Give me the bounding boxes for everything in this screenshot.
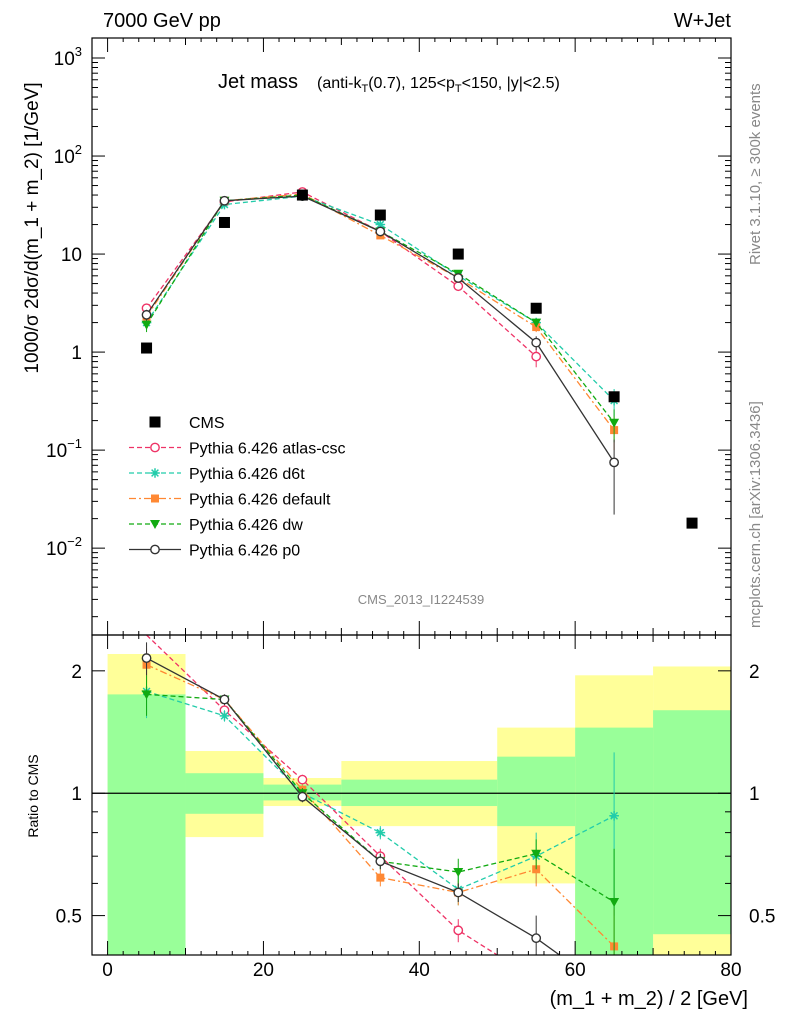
y-tick-label: 102: [54, 142, 82, 168]
series-pythia-6-426-p0: [141, 191, 620, 515]
data-point: [453, 281, 464, 292]
data-point: [296, 189, 308, 201]
data-point: [531, 933, 542, 944]
data-point: [453, 273, 464, 283]
x-tick-label: 60: [565, 960, 586, 981]
header-right: W+Jet: [674, 10, 732, 32]
mcplots-label: mcplots.cern.ch [arXiv:1306.3436]: [747, 401, 764, 628]
data-point: [531, 351, 542, 362]
x-tick-label: 40: [409, 960, 430, 981]
y-tick-label: 103: [54, 44, 82, 70]
plot-frame: [91, 37, 732, 636]
legend-label: CMS: [189, 415, 225, 432]
legend-marker: [150, 520, 160, 529]
x-tick-label: 0: [102, 960, 113, 981]
x-tick-label: 80: [720, 960, 741, 981]
legend-label: Pythia 6.426 dw: [189, 517, 303, 534]
header-left: 7000 GeV pp: [103, 10, 221, 32]
ratio-y-tick-label-right: 2: [749, 662, 760, 683]
data-point: [141, 653, 152, 663]
chart-title: Jet mass: [218, 71, 298, 93]
y-tick-label: 10−1: [46, 436, 82, 462]
legend-marker: [150, 544, 160, 555]
series-cms: [141, 189, 698, 529]
uncertainty-band-inner: [497, 756, 576, 827]
legend-marker: [149, 416, 161, 428]
data-point: [375, 856, 386, 867]
ratio-y-tick-label-right: 0.5: [749, 907, 775, 928]
y-axis-label: 1000/σ 2dσ/d(m_1 + m_2) [1/GeV]: [22, 82, 43, 373]
ratio-y-tick-label: 1: [71, 784, 82, 805]
ratio-y-tick-label: 2: [71, 662, 82, 683]
ratio-y-tick-label-right: 1: [749, 784, 760, 805]
data-point: [141, 342, 153, 354]
data-point: [297, 774, 308, 785]
data-point: [609, 898, 620, 908]
y-tick-label: 10: [61, 245, 82, 266]
data-point: [374, 209, 386, 221]
analysis-id: CMS_2013_I1224539: [358, 592, 485, 607]
data-point: [531, 318, 542, 328]
main-panel: 10−2 10−1 1 10 102 103: [46, 37, 732, 636]
uncertainty-band-inner: [653, 710, 731, 935]
data-point: [219, 195, 230, 206]
data-point: [141, 320, 152, 330]
y-tick-label: 10−2: [46, 534, 82, 560]
x-tick-label: 20: [253, 960, 274, 981]
legend-marker: [150, 468, 160, 478]
data-point: [686, 517, 698, 529]
uncertainty-band-inner: [107, 694, 186, 955]
data-point: [375, 219, 386, 230]
series-line: [146, 191, 537, 358]
data-point: [453, 868, 464, 878]
ratio-frame: [91, 634, 732, 956]
ratio-y-axis-label: Ratio to CMS: [25, 754, 41, 837]
data-point: [219, 694, 230, 705]
data-point: [376, 873, 385, 882]
data-point: [609, 457, 620, 468]
data-point: [452, 248, 464, 260]
data-point: [530, 302, 542, 314]
ratio-y-tick-label: 0.5: [56, 907, 82, 928]
y-tick-label: 1: [71, 343, 82, 364]
data-point: [531, 849, 542, 859]
x-axis-label: (m_1 + m_2) / 2 [GeV]: [550, 988, 748, 1010]
data-point: [453, 925, 464, 936]
ratio-panel: 0.5 0.51 12 20 20 40 60 80: [56, 634, 775, 981]
data-point: [141, 690, 152, 700]
data-point: [531, 337, 542, 348]
data-point: [453, 887, 464, 898]
data-point: [219, 711, 230, 721]
data-point: [609, 810, 619, 821]
series-line: [146, 635, 498, 955]
legend-label: Pythia 6.426 d6t: [189, 466, 305, 483]
legend: CMS Pythia 6.426 atlas-csc Pythia 6.426 d6…: [129, 415, 346, 560]
legend-label: Pythia 6.426 default: [189, 492, 331, 509]
legend-label: Pythia 6.426 atlas-csc: [189, 441, 346, 458]
chart-subtitle: (anti-kT(0.7), 125<pT<150, |y|<2.5): [317, 75, 560, 95]
series-pythia-6-426-d6t: [141, 191, 619, 417]
data-point: [218, 216, 230, 228]
data-point: [375, 226, 386, 237]
legend-marker: [150, 442, 160, 453]
legend-marker: [151, 494, 159, 503]
legend-label: Pythia 6.426 p0: [189, 543, 300, 560]
data-point: [609, 418, 620, 428]
ratio-series-pythia-6-426-p0: [141, 642, 560, 955]
data-point: [141, 309, 152, 320]
data-point: [375, 827, 386, 838]
rivet-label: Rivet 3.1.10, ≥ 300k events: [747, 83, 764, 265]
data-point: [297, 791, 308, 802]
data-point: [608, 391, 620, 403]
